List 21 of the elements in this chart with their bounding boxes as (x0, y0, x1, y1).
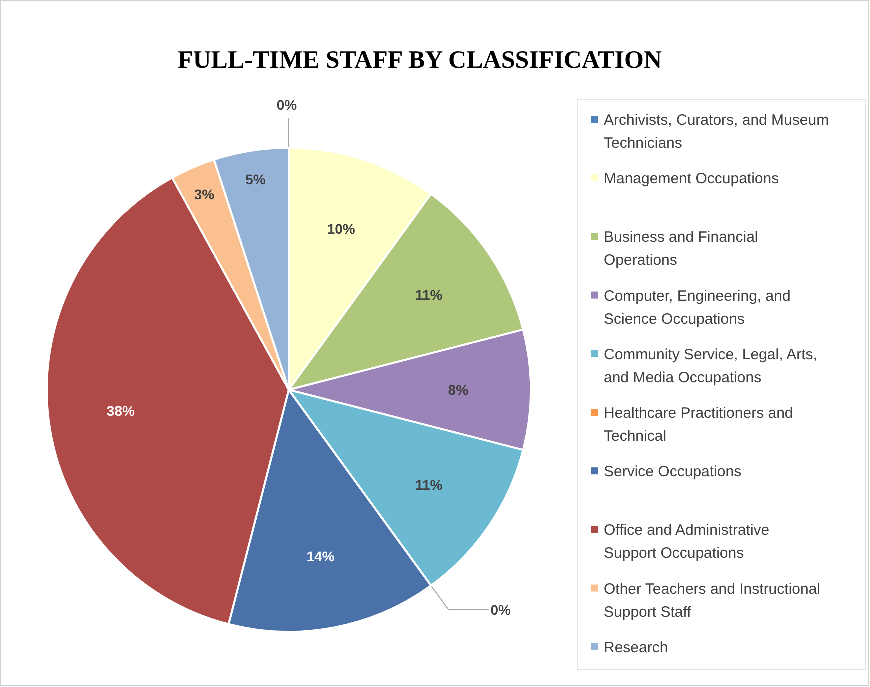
data-label: 8% (448, 382, 470, 398)
chart-title: FULL-TIME STAFF BY CLASSIFICATION (178, 47, 662, 74)
text: 0% (490, 602, 511, 618)
legend-label: Healthcare Practitioners and Technical (604, 405, 794, 445)
legend-label: Business and Financial Operations (604, 229, 758, 270)
data-label: 5% (246, 172, 266, 188)
legend-label: Service Occupations (604, 464, 742, 481)
data-label: 3% (194, 186, 216, 203)
data-label: 11% (415, 286, 444, 303)
legend-label: Community Service, Legal, Arts, and Media Occupations (604, 346, 818, 386)
text: 0% (276, 97, 298, 113)
legend-label: Archivists, Curators, and Museum Technicians (604, 112, 830, 152)
legend-label: Management Occupations (604, 170, 780, 188)
legend-label: Research (604, 639, 668, 656)
data-label: 14% (306, 548, 336, 564)
data-label: 11% (415, 477, 444, 494)
data-label: 38% (106, 403, 136, 420)
legend-label: Computer, Engineering, and Science Occupations (604, 288, 791, 328)
legend-label: Office and Administrative Support Occupations (604, 522, 770, 562)
data-label: 10% (327, 220, 356, 237)
legend-label: Other Teachers and Instructional Support Staff (604, 580, 821, 621)
